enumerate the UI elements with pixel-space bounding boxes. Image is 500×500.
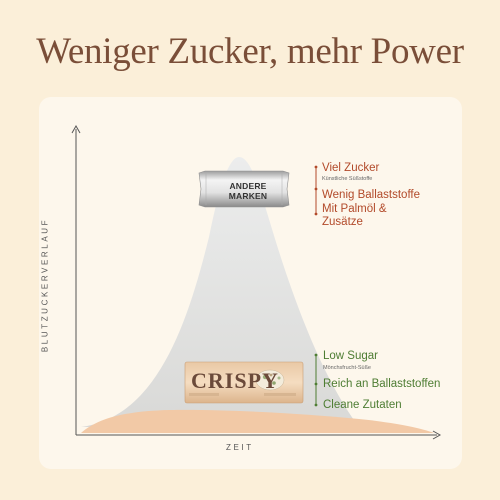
crispy-point-fiber: Reich an Ballaststoffen bbox=[323, 378, 441, 390]
others-bracket bbox=[314, 165, 318, 216]
crispy-bar-icon bbox=[184, 361, 304, 404]
others-point-additives-line2: Zusätze bbox=[322, 216, 363, 228]
arrow-right-icon bbox=[76, 430, 442, 440]
candy-bar-wrapper-icon bbox=[198, 170, 290, 208]
crispy-bar-brand: CRISPY bbox=[191, 368, 279, 393]
crispy-point-ingredients: Cleane Zutaten bbox=[323, 399, 402, 411]
x-axis-label: ZEIT bbox=[226, 443, 254, 452]
crispy-point-sweetener: Mönchsfrucht-Süße bbox=[323, 365, 371, 371]
others-bar-label-line1: ANDERE bbox=[229, 181, 267, 191]
y-axis-label: BLUTZUCKERVERLAUF bbox=[40, 217, 50, 353]
others-bar-label: ANDERE MARKEN bbox=[208, 181, 288, 201]
others-point-sweeteners: Künstliche Süßstoffe bbox=[322, 176, 373, 182]
high-glucose-curve bbox=[81, 157, 359, 427]
crispy-point-sugar: Low Sugar bbox=[323, 350, 378, 362]
chart-card bbox=[39, 97, 462, 469]
others-point-additives-line1: Mit Palmöl & bbox=[322, 203, 387, 215]
others-bar-label-line2: MARKEN bbox=[228, 191, 268, 201]
others-point-fiber: Wenig Ballaststoffe bbox=[322, 189, 421, 201]
arrow-up-icon bbox=[71, 124, 81, 435]
headline: Weniger Zucker, mehr Power bbox=[36, 31, 464, 72]
low-glucose-curve bbox=[81, 409, 434, 433]
glucose-chart bbox=[71, 124, 442, 440]
crispy-bracket bbox=[314, 353, 318, 407]
others-point-sugar: Viel Zucker bbox=[322, 162, 380, 174]
